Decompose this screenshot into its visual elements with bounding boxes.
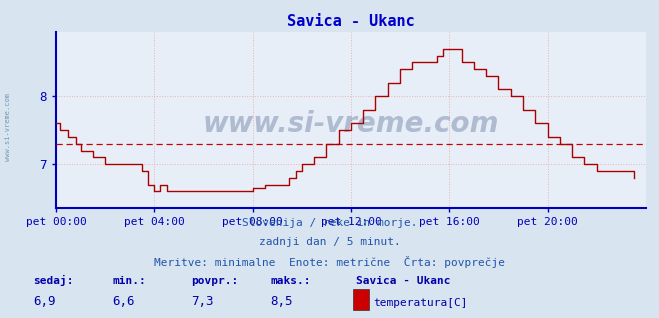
Text: sedaj:: sedaj: [33,275,73,286]
Text: min.:: min.: [112,276,146,286]
Text: maks.:: maks.: [270,276,310,286]
Text: 6,9: 6,9 [33,295,55,308]
Text: www.si-vreme.com: www.si-vreme.com [5,93,11,161]
Title: Savica - Ukanc: Savica - Ukanc [287,14,415,29]
Text: Meritve: minimalne  Enote: metrične  Črta: povprečje: Meritve: minimalne Enote: metrične Črta:… [154,256,505,268]
Text: 6,6: 6,6 [112,295,134,308]
Text: 7,3: 7,3 [191,295,214,308]
Text: zadnji dan / 5 minut.: zadnji dan / 5 minut. [258,237,401,247]
Text: Slovenija / reke in morje.: Slovenija / reke in morje. [242,218,417,228]
Text: www.si-vreme.com: www.si-vreme.com [203,110,499,138]
Text: povpr.:: povpr.: [191,276,239,286]
Text: Savica - Ukanc: Savica - Ukanc [356,276,450,286]
Text: 8,5: 8,5 [270,295,293,308]
Text: temperatura[C]: temperatura[C] [374,299,468,308]
